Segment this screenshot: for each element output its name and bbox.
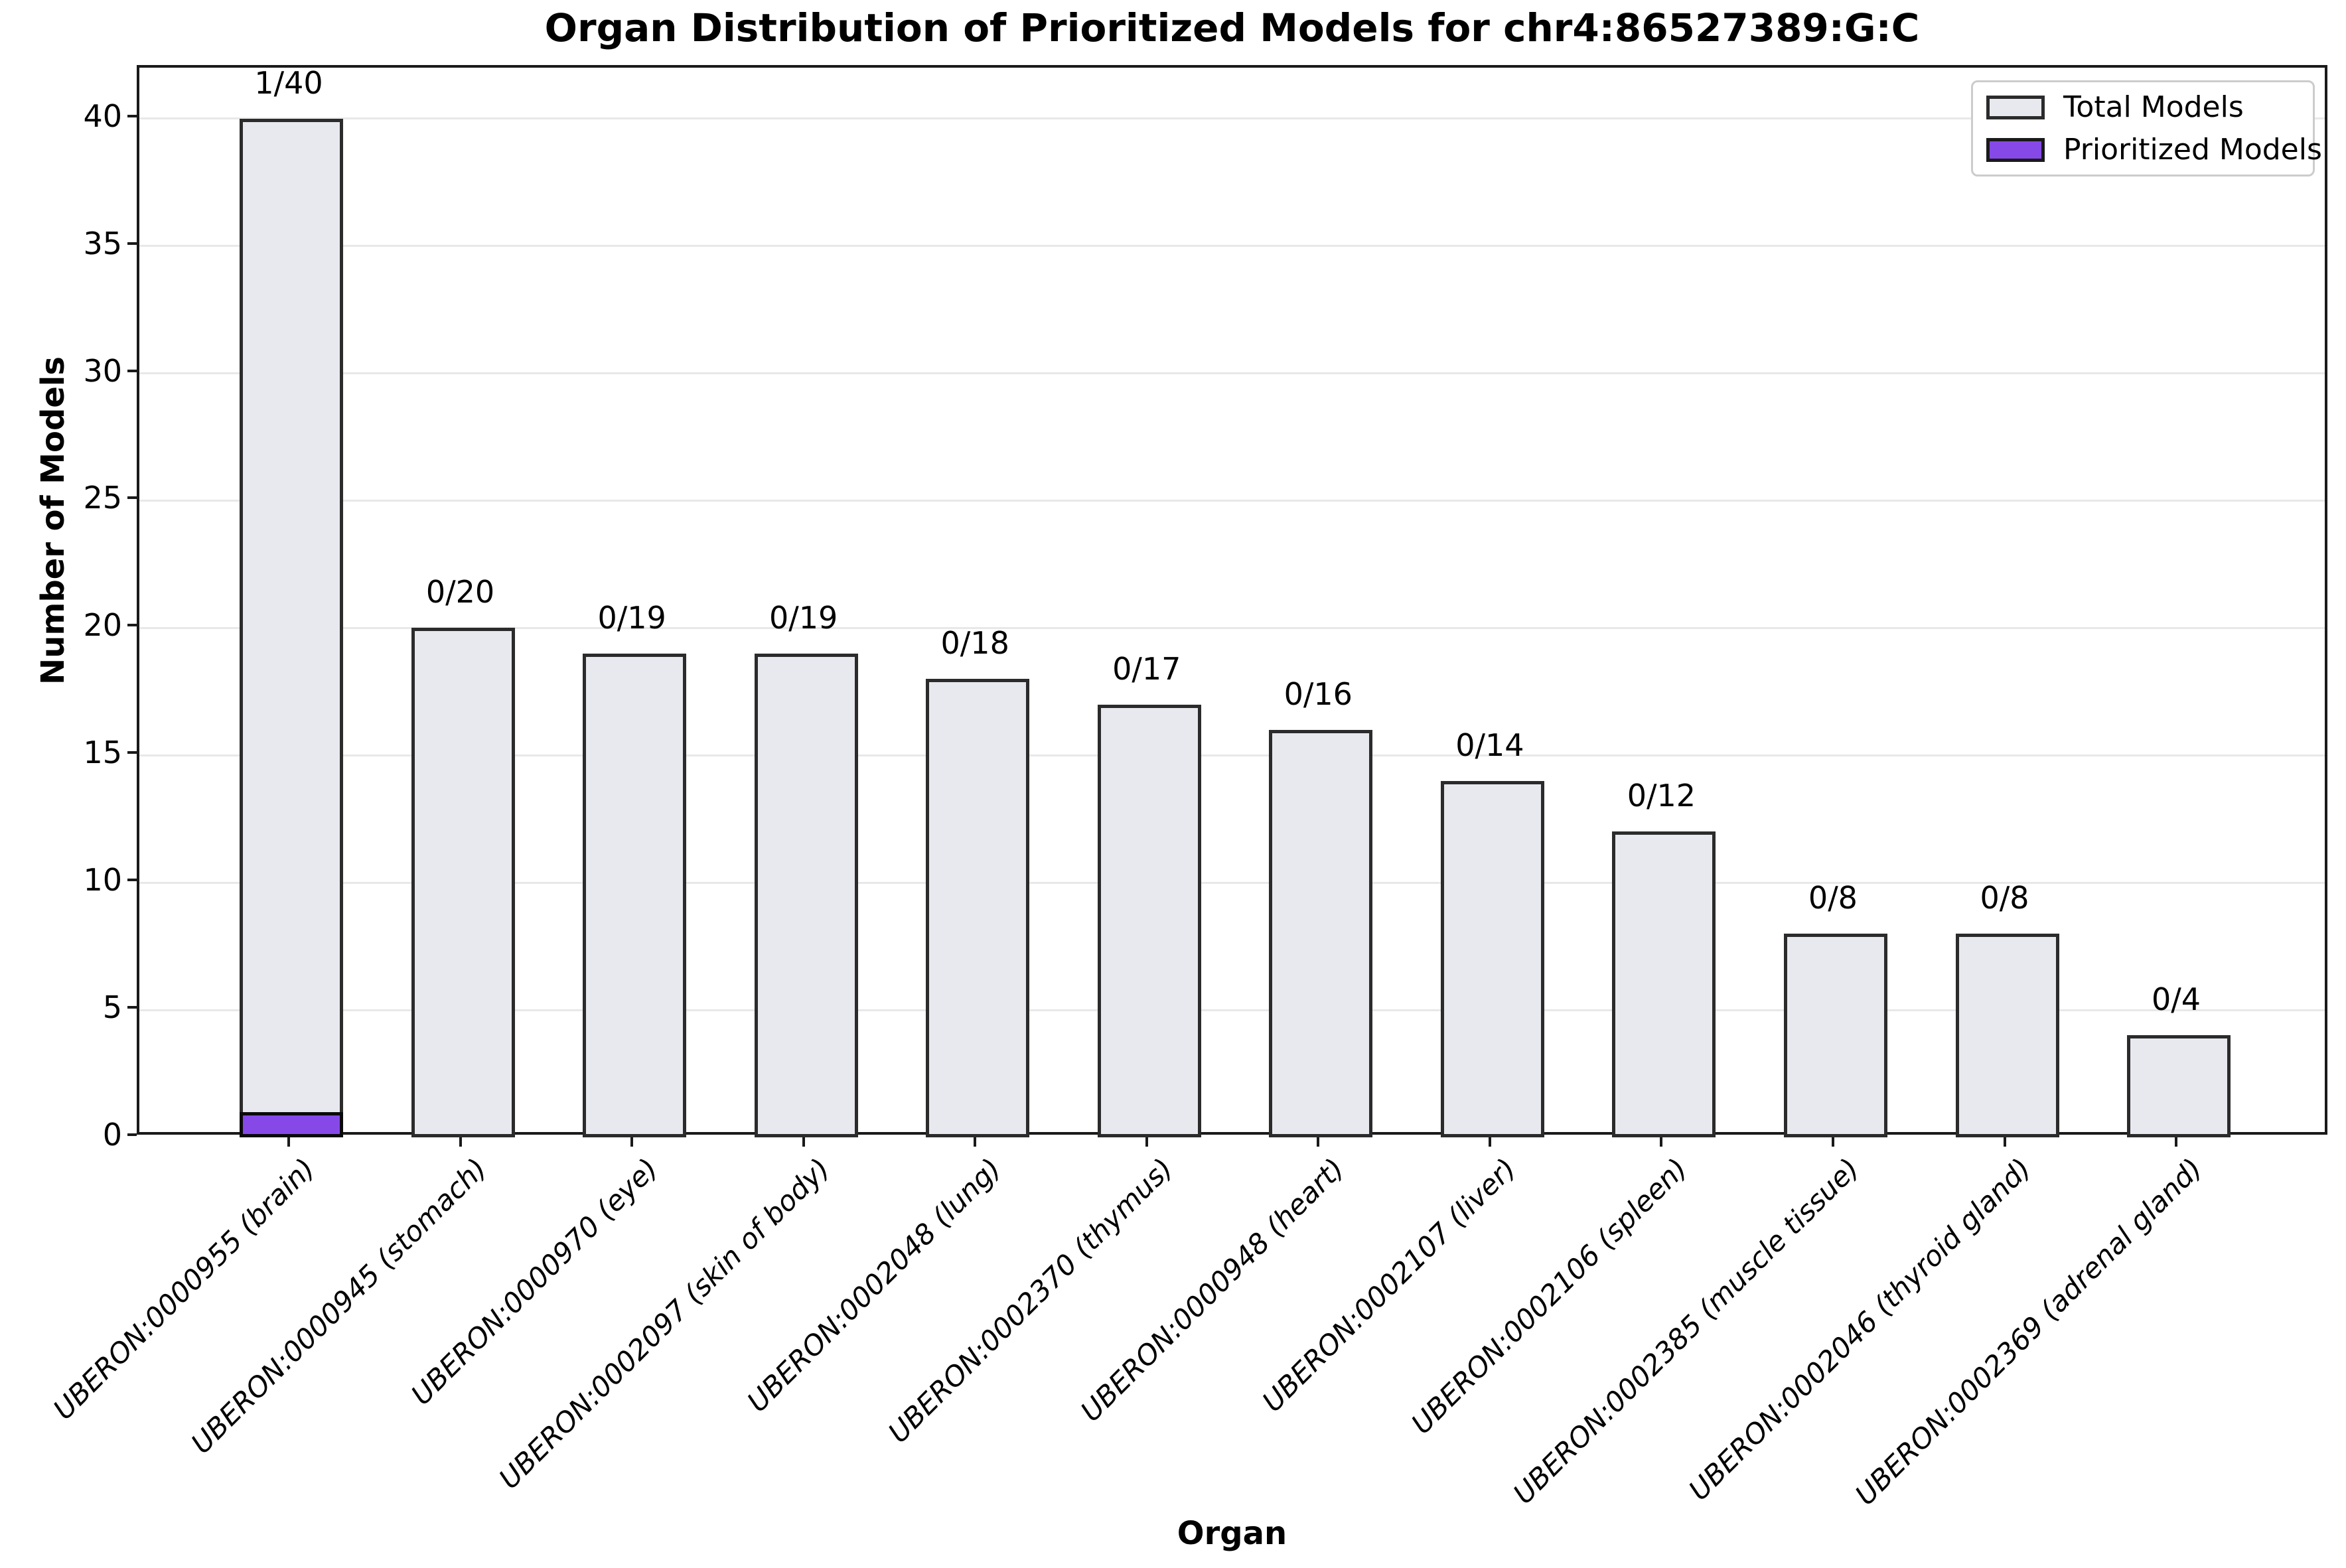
y-tick-mark xyxy=(127,879,137,882)
bar-annotation: 0/12 xyxy=(1627,778,1696,814)
x-tick-mark xyxy=(287,1137,290,1147)
x-tick-label: UBERON:0002046 (thyroid gland) xyxy=(1682,1152,2037,1507)
bar-total xyxy=(1955,933,2059,1137)
legend-swatch-prioritized-models xyxy=(1986,137,2045,162)
x-tick-mark xyxy=(2003,1137,2006,1147)
y-tick-label: 20 xyxy=(83,607,122,644)
bar-annotation: 0/4 xyxy=(2152,981,2201,1018)
bar-total xyxy=(240,118,343,1137)
x-tick-label: UBERON:0002107 (liver) xyxy=(1256,1152,1522,1419)
y-tick-mark xyxy=(127,114,137,117)
x-tick-label: UBERON:0002048 (lung) xyxy=(741,1152,1007,1419)
x-axis-label: Organ xyxy=(1177,1515,1287,1552)
bar-annotation: 0/18 xyxy=(940,625,1009,662)
y-tick-label: 10 xyxy=(83,862,122,898)
y-tick-mark xyxy=(127,242,137,245)
y-tick-label: 35 xyxy=(83,225,122,261)
gridline xyxy=(139,881,2325,884)
x-tick-mark xyxy=(974,1137,977,1147)
x-tick-mark xyxy=(1145,1137,1148,1147)
gridline xyxy=(139,245,2325,248)
y-tick-label: 0 xyxy=(102,1117,122,1153)
bar-total xyxy=(411,628,515,1137)
x-tick-mark xyxy=(802,1137,805,1147)
x-tick-label: UBERON:0002370 (thymus) xyxy=(881,1152,1179,1449)
bar-total xyxy=(583,653,687,1137)
plot-area xyxy=(137,65,2327,1137)
gridline xyxy=(139,754,2325,756)
bar-total xyxy=(754,653,858,1137)
legend-item: Total Models xyxy=(1986,90,2300,124)
bar-annotation: 0/14 xyxy=(1455,727,1524,763)
bar-annotation: 0/16 xyxy=(1283,676,1353,712)
bar-annotation: 0/8 xyxy=(1808,879,1858,916)
y-tick-label: 30 xyxy=(83,352,122,389)
bar-total xyxy=(1783,933,1887,1137)
bar-total xyxy=(1269,729,1373,1137)
bar-prioritized xyxy=(240,1111,343,1137)
x-tick-mark xyxy=(1317,1137,1320,1147)
bar-annotation: 0/19 xyxy=(597,599,666,636)
bar-total xyxy=(1612,831,1716,1137)
x-tick-label: UBERON:0002385 (muscle tissue) xyxy=(1506,1152,1866,1511)
x-tick-mark xyxy=(459,1137,462,1147)
y-tick-mark xyxy=(127,1133,137,1136)
y-tick-mark xyxy=(127,496,137,500)
legend: Total Models Prioritized Models xyxy=(1971,80,2322,177)
y-tick-mark xyxy=(127,751,137,754)
y-tick-mark xyxy=(127,1006,137,1009)
gridline xyxy=(139,372,2325,375)
gridline xyxy=(139,117,2325,120)
bar-annotation: 0/19 xyxy=(769,599,838,636)
bar-total xyxy=(1440,780,1544,1137)
x-tick-label: UBERON:0000970 (eye) xyxy=(404,1152,664,1411)
x-tick-label: UBERON:0000948 (heart) xyxy=(1074,1152,1351,1428)
x-tick-mark xyxy=(1488,1137,1491,1147)
legend-item: Prioritized Models xyxy=(1986,133,2322,166)
y-tick-mark xyxy=(127,369,137,372)
bar-annotation: 1/40 xyxy=(254,64,323,101)
bar-total xyxy=(2127,1035,2231,1137)
bar-annotation: 0/8 xyxy=(1980,879,2029,916)
chart-title: Organ Distribution of Prioritized Models… xyxy=(544,5,1920,50)
y-tick-label: 40 xyxy=(83,98,122,134)
gridline xyxy=(139,1009,2325,1011)
y-tick-label: 5 xyxy=(102,989,122,1026)
y-tick-label: 25 xyxy=(83,480,122,516)
legend-label: Total Models xyxy=(2063,90,2244,124)
x-tick-mark xyxy=(1831,1137,1834,1147)
y-tick-label: 15 xyxy=(83,735,122,771)
x-tick-label: UBERON:0002097 (skin of body) xyxy=(492,1152,836,1496)
gridline xyxy=(139,626,2325,629)
x-tick-mark xyxy=(630,1137,634,1147)
x-tick-label: UBERON:0002106 (spleen) xyxy=(1405,1152,1694,1441)
x-tick-label: UBERON:0002369 (adrenal gland) xyxy=(1848,1152,2209,1512)
bar-total xyxy=(926,679,1030,1137)
gridline xyxy=(139,499,2325,502)
legend-swatch-total-models xyxy=(1986,95,2045,119)
bar-total xyxy=(1097,704,1201,1137)
x-tick-mark xyxy=(1660,1137,1663,1147)
y-tick-mark xyxy=(127,624,137,627)
legend-label: Prioritized Models xyxy=(2063,132,2322,167)
x-tick-mark xyxy=(2175,1137,2178,1147)
bar-annotation: 0/20 xyxy=(425,574,495,610)
bar-annotation: 0/17 xyxy=(1112,650,1181,687)
